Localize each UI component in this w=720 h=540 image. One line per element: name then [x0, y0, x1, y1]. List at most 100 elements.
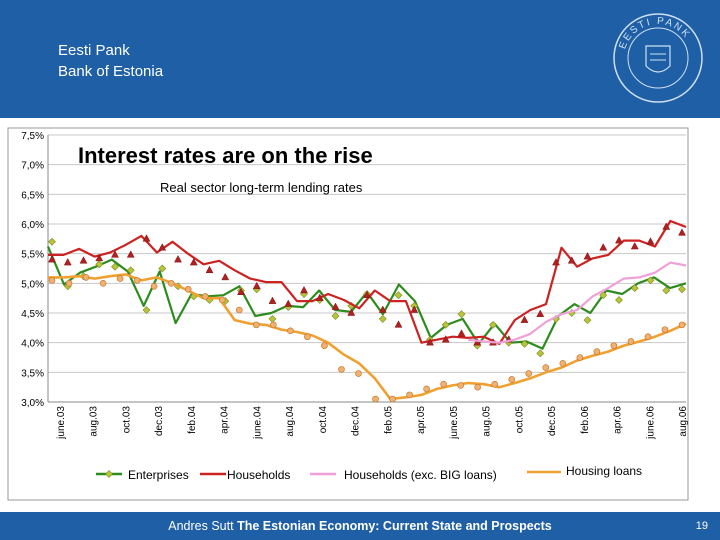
households-point [48, 255, 56, 263]
housing-point [150, 283, 158, 290]
y-tick-label: 7,5% [21, 131, 44, 142]
footer-author: Andres Sutt [168, 519, 234, 533]
x-tick-label: apr.05 [416, 406, 427, 434]
housing-point [253, 321, 260, 329]
households-point [567, 256, 576, 264]
housing-point [627, 338, 635, 345]
y-tick-label: 3,5% [21, 368, 44, 379]
housing-point [678, 321, 686, 329]
housing-point [644, 333, 652, 341]
x-tick-label: apr.04 [220, 406, 231, 434]
housing-point [542, 364, 550, 371]
x-tick-label: june.06 [645, 406, 656, 440]
enterprises-point [111, 262, 119, 271]
housing-point [491, 380, 499, 388]
chart: 3,0% 3,5% 4,0% 4,5% 5,0% 5,5% 6,0% 6,5% 7,0% 7,5%… [7, 127, 689, 501]
housing-point [355, 370, 362, 377]
housing-point [576, 354, 584, 361]
enterprises-point [142, 306, 151, 314]
housing-point [116, 275, 124, 282]
households-point [95, 253, 104, 262]
legend-label: Housing loans [566, 464, 642, 478]
legend-marker [105, 470, 113, 478]
housing-point [457, 382, 464, 389]
y-tick-label: 4,0% [21, 339, 44, 350]
enterprises-point [48, 237, 56, 246]
housing-point [406, 391, 413, 399]
enterprises-point [520, 339, 529, 348]
households-point [63, 258, 72, 266]
households-point [189, 258, 198, 266]
housing-point [389, 395, 396, 403]
households-exc-big-loans-line [467, 261, 687, 344]
households-point [441, 335, 450, 343]
households-point [315, 293, 324, 301]
enterprises-point [126, 266, 135, 275]
housing-point [304, 333, 311, 341]
bank-name-et: Eesti Pank [58, 42, 130, 59]
households-point [410, 305, 419, 313]
households-point [331, 302, 340, 310]
housing-point [525, 370, 533, 377]
households-point [630, 242, 639, 250]
footer-title: Andres Sutt The Estonian Economy: Curren… [0, 519, 720, 533]
housing-point [338, 366, 345, 373]
housing-point [287, 327, 294, 335]
households-point [142, 234, 151, 242]
housing-point [321, 342, 328, 349]
enterprises-point [489, 320, 497, 329]
enterprises-point [158, 264, 167, 273]
enterprises-point [615, 296, 623, 304]
households-point [174, 255, 182, 263]
enterprises-point [599, 291, 608, 300]
housing-point [610, 342, 618, 349]
housing-point [184, 285, 192, 293]
enterprises-point [394, 291, 403, 300]
households-point [300, 285, 308, 294]
x-tick-label: june.03 [56, 406, 67, 440]
housing-point [235, 306, 243, 314]
legend-label: Enterprises [128, 468, 189, 482]
households-point [347, 308, 356, 316]
households-point [158, 243, 167, 251]
x-tick-label: aug.05 [482, 406, 493, 437]
x-tick-label: aug.04 [285, 406, 296, 437]
y-tick-label: 6,5% [21, 190, 44, 201]
y-tick-label: 3,0% [21, 398, 44, 409]
housing-point [474, 383, 481, 391]
legend-label: Households (exc. BIG loans) [344, 468, 497, 482]
housing-point [270, 321, 277, 329]
bank-name-en: Bank of Estonia [58, 63, 164, 80]
x-tick-label: oct.05 [514, 406, 525, 434]
households-point [221, 272, 230, 281]
x-tick-label: feb.05 [383, 406, 394, 434]
housing-point [593, 348, 601, 355]
households-point [536, 309, 545, 317]
housing-point [423, 385, 430, 393]
housing-point [372, 395, 379, 403]
housing-point [65, 280, 73, 287]
households-point [394, 320, 403, 328]
households-point [284, 299, 293, 307]
housing-point [133, 277, 141, 284]
enterprises-point [630, 284, 639, 293]
housing-point [99, 280, 107, 287]
legend-label: Households [227, 468, 290, 482]
housing-point [508, 376, 516, 383]
households-point [363, 290, 371, 298]
x-tick-label: dec.05 [547, 406, 558, 436]
y-tick-label: 4,5% [21, 309, 44, 320]
enterprises-point [331, 312, 340, 320]
x-tick-label: aug.06 [678, 406, 689, 437]
households-point [615, 236, 623, 244]
housing-point [82, 274, 90, 281]
x-tick-label: dec.04 [351, 406, 362, 436]
enterprises-point [646, 276, 655, 285]
enterprises-point [662, 286, 671, 295]
chart-subtitle: Real sector long-term lending rates [160, 180, 363, 195]
header-band: Eesti Pank Bank of Estonia EESTI PANK [0, 0, 720, 118]
enterprises-point [441, 320, 450, 329]
households-point [111, 250, 119, 258]
households-point [646, 237, 655, 245]
x-tick-label: oct.03 [121, 406, 132, 434]
